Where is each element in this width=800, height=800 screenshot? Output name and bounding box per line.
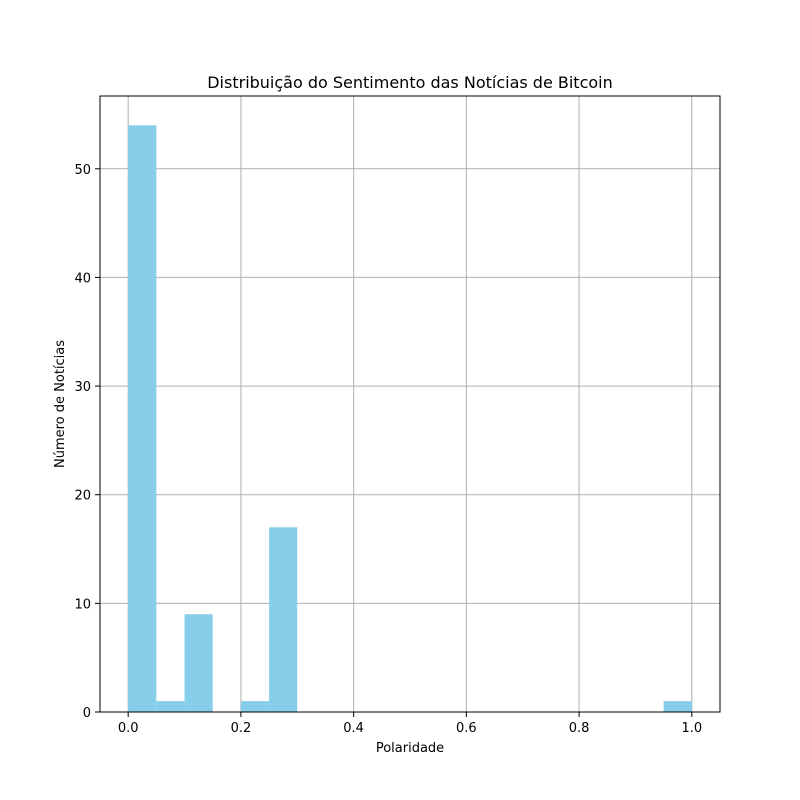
- histogram-bar-2: [184, 614, 213, 712]
- y-axis-ticks: 0 10 20 30 40 50: [74, 163, 100, 721]
- y-tick-label-1: 10: [74, 597, 91, 612]
- x-tick-label-5: 1.0: [681, 721, 702, 736]
- y-axis-label: Número de Notícias: [53, 340, 68, 468]
- histogram-bars: [128, 125, 692, 713]
- histogram-bar-0: [128, 125, 157, 713]
- x-axis-ticks: 0.0 0.2 0.4 0.6 0.8 1.0: [118, 712, 702, 736]
- x-axis-label: Polaridade: [376, 741, 444, 756]
- histogram-bar-19: [663, 701, 692, 712]
- y-tick-label-0: 0: [83, 706, 91, 721]
- axes-frame: [99, 95, 721, 713]
- x-tick-label-3: 0.6: [456, 721, 477, 736]
- y-tick-label-4: 40: [74, 271, 91, 286]
- y-tick-label-2: 20: [74, 489, 91, 504]
- y-tick-label-3: 30: [74, 380, 91, 395]
- chart-title: Distribuição do Sentimento das Notícias …: [207, 73, 613, 92]
- histogram-bar-1: [156, 701, 185, 712]
- x-tick-label-1: 0.2: [231, 721, 252, 736]
- histogram-bar-5: [269, 527, 298, 712]
- y-tick-label-5: 50: [74, 163, 91, 178]
- x-tick-label-0: 0.0: [118, 721, 139, 736]
- grid-lines: [100, 96, 720, 713]
- x-tick-label-4: 0.8: [569, 721, 590, 736]
- histogram-bar-4: [240, 701, 270, 712]
- x-tick-label-2: 0.4: [343, 721, 364, 736]
